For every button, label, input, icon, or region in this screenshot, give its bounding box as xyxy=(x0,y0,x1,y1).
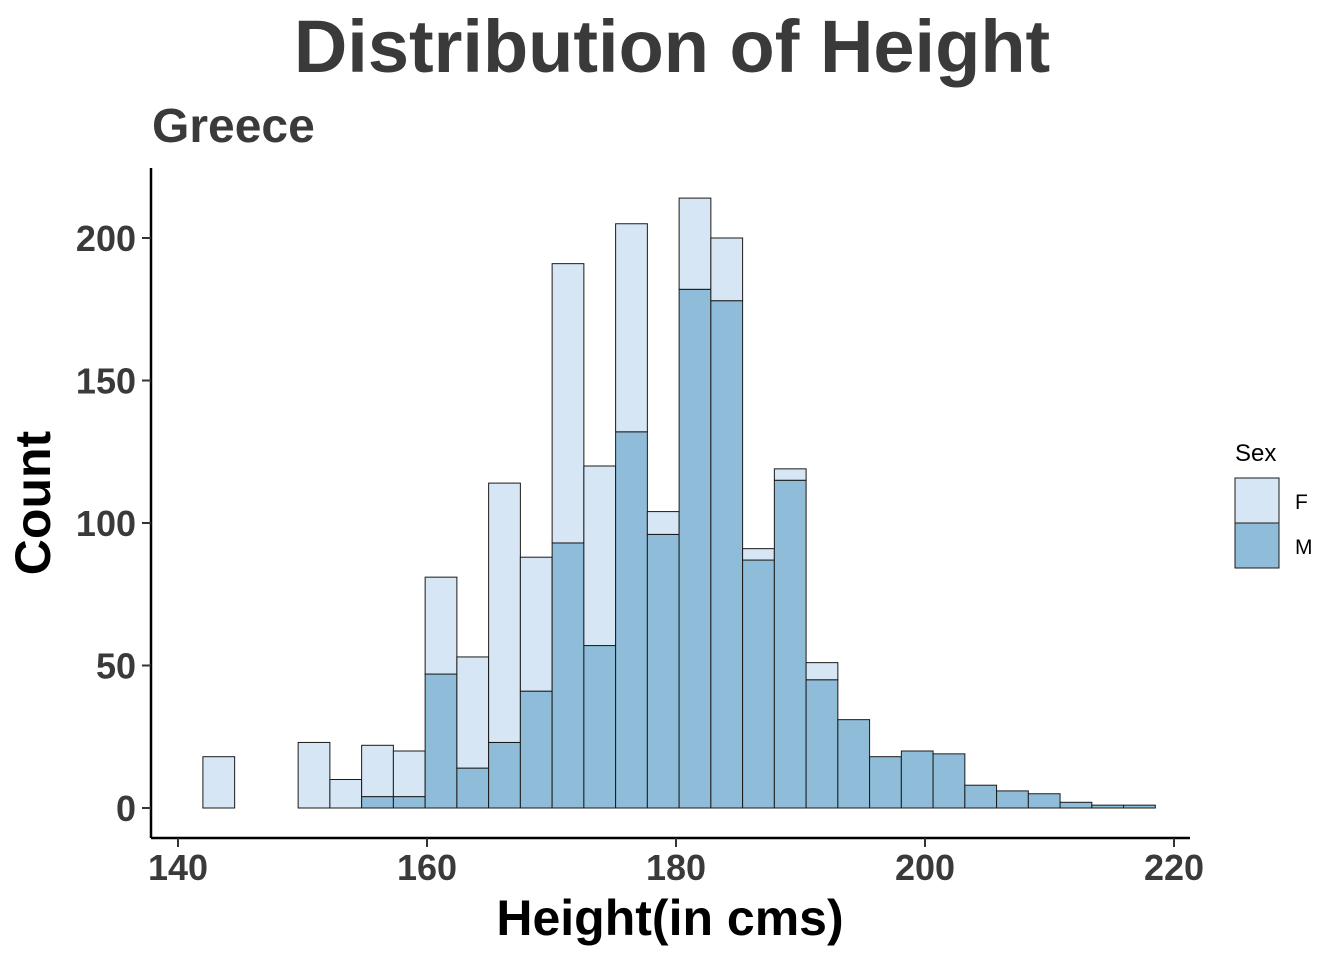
legend-items: FM xyxy=(1234,477,1313,569)
bar-m-11 xyxy=(551,542,585,809)
bar-m-20 xyxy=(837,719,871,809)
legend-label-M: M xyxy=(1295,536,1313,559)
legend-title: Sex xyxy=(1235,440,1276,467)
x-tick-label-180: 180 xyxy=(646,847,706,888)
bar-m-21 xyxy=(869,756,902,809)
bar-f-9 xyxy=(488,482,521,743)
bar-f-8 xyxy=(456,656,490,769)
bar-f-16 xyxy=(710,237,744,302)
x-axis-title: Height(in cms) xyxy=(496,890,843,946)
bar-m-25 xyxy=(996,790,1029,809)
bar-f-17 xyxy=(742,548,775,561)
legend-label-F: F xyxy=(1295,491,1308,514)
x-tick-label-220: 220 xyxy=(1144,847,1204,888)
bar-m-23 xyxy=(932,753,966,809)
bar-m-27 xyxy=(1059,801,1093,809)
y-tick-label-200: 200 xyxy=(76,218,136,259)
bar-m-12 xyxy=(583,645,617,809)
bar-f-19 xyxy=(805,662,839,681)
bar-f-6 xyxy=(392,750,426,798)
x-tick-label-140: 140 xyxy=(148,847,208,888)
bar-m-17 xyxy=(742,559,775,809)
axes-layer: 140 160 180 200 220 0 50 100 150 200 xyxy=(76,168,1204,888)
bar-f-0 xyxy=(202,756,236,809)
bar-f-3 xyxy=(297,741,331,809)
bar-m-26 xyxy=(1027,793,1061,809)
bar-m-29 xyxy=(1123,804,1156,809)
legend: Sex FM xyxy=(1234,440,1313,569)
chart-subtitle: Greece xyxy=(152,100,315,153)
legend-swatch-F xyxy=(1234,477,1280,524)
bar-m-16 xyxy=(710,300,744,809)
legend-swatch-M xyxy=(1234,522,1280,569)
bar-m-6 xyxy=(392,796,426,809)
y-axis-title: Count xyxy=(5,430,61,575)
bar-f-14 xyxy=(646,511,680,535)
bar-f-18 xyxy=(773,468,807,481)
bar-m-28 xyxy=(1091,804,1125,809)
bar-m-9 xyxy=(488,741,521,809)
bar-f-5 xyxy=(361,744,394,798)
y-tick-label-50: 50 xyxy=(96,646,136,687)
chart-title: Distribution of Height xyxy=(294,5,1050,88)
bar-m-18 xyxy=(773,479,807,809)
bar-m-15 xyxy=(678,288,712,809)
x-tick-label-200: 200 xyxy=(895,847,955,888)
bar-m-19 xyxy=(805,679,839,809)
y-tick-label-150: 150 xyxy=(76,361,136,402)
bar-f-12 xyxy=(583,465,617,647)
bar-f-13 xyxy=(615,223,648,433)
bar-m-22 xyxy=(900,750,934,809)
y-tick-label-100: 100 xyxy=(76,503,136,544)
bar-f-4 xyxy=(329,779,363,809)
x-tick-label-160: 160 xyxy=(397,847,457,888)
bar-m-5 xyxy=(361,796,394,809)
bar-f-15 xyxy=(678,197,712,290)
y-tick-label-0: 0 xyxy=(116,788,136,829)
bar-m-14 xyxy=(646,533,680,809)
bar-f-11 xyxy=(551,263,585,544)
bar-f-7 xyxy=(424,576,458,675)
bar-m-24 xyxy=(964,784,998,809)
bar-f-10 xyxy=(519,556,553,692)
bars-layer xyxy=(202,197,1156,809)
bar-m-10 xyxy=(519,690,553,809)
bar-m-8 xyxy=(456,767,490,809)
bar-m-13 xyxy=(615,431,648,809)
bar-m-7 xyxy=(424,673,458,809)
